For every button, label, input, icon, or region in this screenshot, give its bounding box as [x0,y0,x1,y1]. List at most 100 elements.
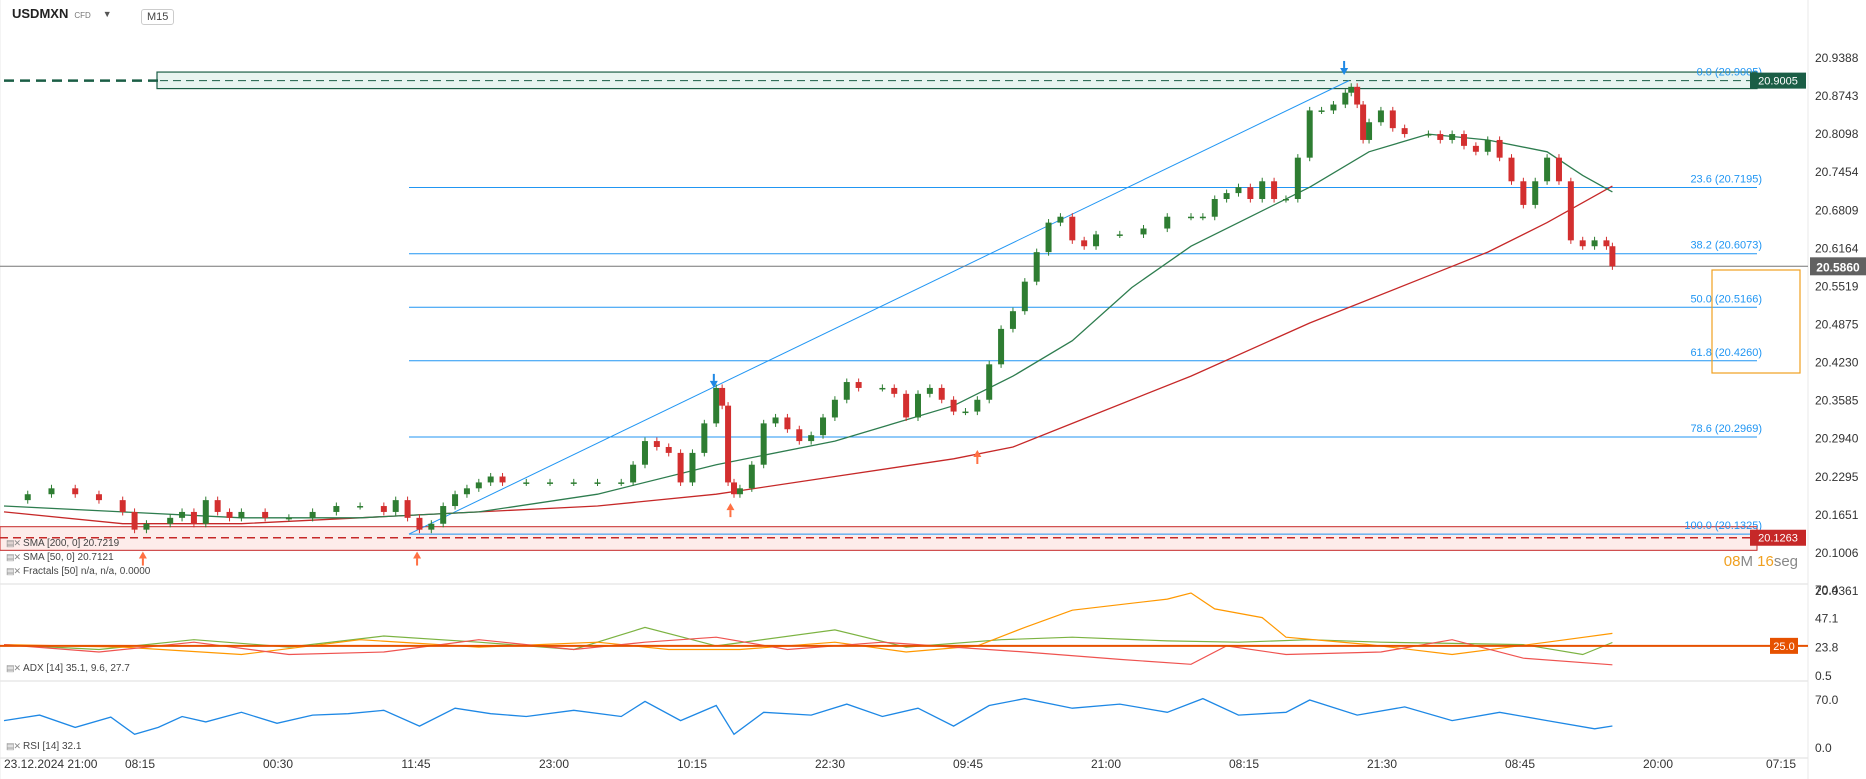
candle-body [784,417,791,430]
candle-body [701,423,708,453]
timeframe-selector[interactable]: M15 [141,9,175,25]
candle-body [1472,145,1479,152]
legend-settings-icon[interactable]: ▤✕ [6,538,21,548]
candle-body [760,423,767,465]
x-axis-tick-label: 21:00 [1091,757,1121,771]
fib-level-label: 50.0 (20.5166) [1690,293,1762,305]
legend-fractals-label: Fractals [50] n/a, n/a, 0.0000 [23,566,151,577]
x-axis-tick-label: 23.12.2024 21:00 [4,757,98,771]
adx-axis-tick-label: 47.1 [1815,612,1839,626]
candle-body [380,506,387,512]
legend-settings-icon[interactable]: ▤✕ [6,552,21,562]
candle-body [357,506,364,508]
y-axis-tick-label: 20.8743 [1815,89,1859,103]
adx-axis-tick-label: 70.4 [1815,583,1839,597]
candle-body [72,488,79,495]
adx-axis-tick-label: 23.8 [1815,640,1839,654]
symbol-name[interactable]: USDMXN [12,6,69,21]
candle-body [238,511,245,518]
candle-body [1377,110,1384,123]
candle-body [1603,240,1610,247]
candle-body [95,494,102,501]
candle-body [719,387,726,406]
candle-body [48,488,55,495]
legend-settings-icon[interactable]: ▤✕ [6,663,21,673]
caret-down-icon[interactable]: ▼ [102,8,112,19]
legend-sma200[interactable]: ▤✕ SMA [200, 0] 20.7219 [6,538,119,549]
candle-body [1009,311,1016,329]
x-axis-tick-label: 00:30 [263,757,293,771]
y-axis-tick-label: 20.8098 [1815,127,1859,141]
legend-settings-icon[interactable]: ▤✕ [6,741,21,751]
candle-body [309,511,316,518]
legend-adx-label: ADX [14] 35.1, 9.6, 27.7 [23,663,130,674]
candle-body [547,482,554,484]
y-axis-tick-label: 20.7454 [1815,165,1859,179]
candle-body [452,494,459,507]
candle-body [499,476,506,483]
candle-body [179,511,186,518]
candle-body [594,482,601,484]
legend-rsi[interactable]: ▤✕ RSI [14] 32.1 [6,741,81,752]
candle-body [1567,181,1574,241]
candle-body [202,500,209,524]
y-axis-tick-label: 20.4230 [1815,356,1859,370]
fib-level-label: 78.6 (20.2969) [1690,423,1762,435]
candle-body [475,482,482,489]
fib-trend-line [408,80,1350,535]
adx-main-line [3,626,1613,656]
candle-body [1211,198,1218,217]
candle-body [1140,228,1147,235]
candle-body [1199,216,1206,219]
candle-countdown: 08M 16seg [1724,553,1798,570]
resistance-badge [1750,72,1806,89]
y-axis-tick-label: 20.1651 [1815,508,1859,522]
x-axis-tick-label: 21:30 [1367,757,1397,771]
fib-level-label: 38.2 (20.6073) [1690,240,1762,252]
current-price-badge-text: 20.5860 [1816,260,1860,274]
candle-body [1271,181,1278,199]
resistance-badge-text: 20.9005 [1758,76,1798,88]
candle-body [689,452,696,483]
legend-sma50[interactable]: ▤✕ SMA [50, 0] 20.7121 [6,552,114,563]
candle-body [914,393,921,418]
candle-body [677,452,684,483]
candle-body [1366,122,1373,140]
legend-fractals[interactable]: ▤✕ Fractals [50] n/a, n/a, 0.0000 [6,566,150,577]
candle-body [641,441,648,465]
candle-body [262,511,269,518]
candle-body [1247,187,1254,199]
candle-body [1045,222,1052,253]
legend-adx[interactable]: ▤✕ ADX [14] 35.1, 9.6, 27.7 [6,663,130,674]
candle-body [1461,134,1468,146]
y-axis-tick-label: 20.9388 [1815,51,1859,65]
candle-body [903,393,910,418]
candle-body [926,387,933,394]
candle-body [1348,86,1355,93]
candle-body [1437,134,1444,140]
candle-body [1081,240,1088,247]
candle-body [1069,216,1076,241]
candle-body [950,399,957,412]
countdown-minutes: 08 [1723,553,1741,570]
fractal-down-marker [709,380,718,388]
symbol-header[interactable]: USDMXN CFD ▼ [12,6,112,21]
candle-body [416,517,423,530]
candle-body [1164,216,1171,229]
y-axis-tick-label: 20.5519 [1815,279,1859,293]
candle-body [1021,281,1028,312]
support-badge-text: 20.1263 [1758,533,1798,545]
adx-level-badge [1770,637,1798,654]
target-box [1711,269,1801,374]
adx-level-badge-text: 25.0 [1773,641,1794,653]
y-axis-tick-label: 20.3585 [1815,394,1859,408]
candle-body [1425,134,1432,136]
candle-body [1033,252,1040,282]
legend-settings-icon[interactable]: ▤✕ [6,566,21,576]
current-price-badge [1810,257,1866,276]
candle-body [962,411,969,414]
x-axis-tick-label: 07:15 [1766,757,1796,771]
legend-sma50-label: SMA [50, 0] 20.7121 [23,552,114,563]
fractal-up-marker [138,551,147,559]
